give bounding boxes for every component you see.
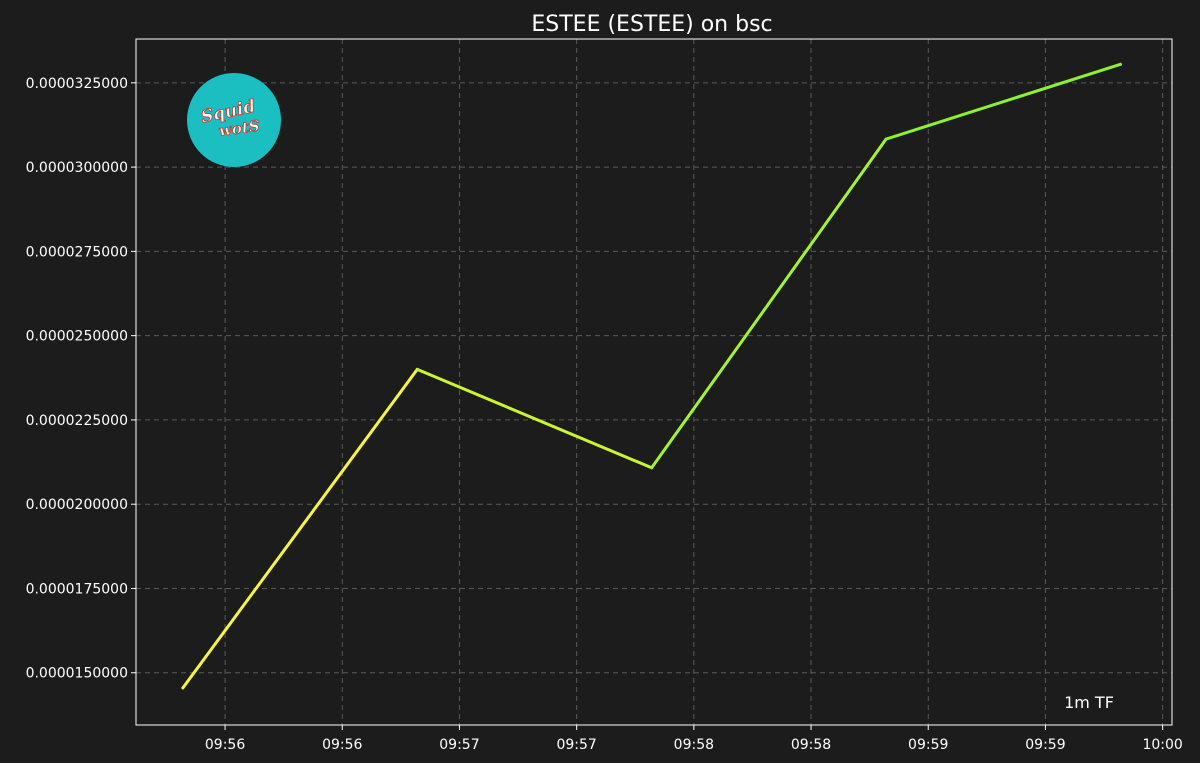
grid-layer — [136, 39, 1172, 725]
y-tick-label: 0.0000325000 — [26, 76, 128, 92]
y-tick-label: 0.0000150000 — [26, 666, 128, 682]
timeframe-label: 1m TF — [1064, 693, 1114, 712]
plot-frame — [135, 38, 1173, 726]
chart-title: ESTEE (ESTEE) on bsc — [531, 12, 772, 37]
x-tick-label: 09:59 — [1025, 737, 1065, 753]
data-point — [415, 367, 419, 371]
x-tick-label: 09:56 — [205, 737, 245, 753]
x-tick-label: 09:58 — [674, 737, 714, 753]
x-tick-label: 09:58 — [791, 737, 831, 753]
y-tick-label: 0.0000300000 — [26, 160, 128, 176]
x-tick-label: 09:57 — [439, 737, 479, 753]
line-segment — [181, 367, 419, 690]
data-point — [650, 466, 654, 470]
logo-circle — [187, 73, 281, 167]
squid-logo: Squid wotS — [187, 73, 281, 167]
y-tick-label: 0.0000250000 — [26, 329, 128, 345]
x-tick-label: 09:59 — [908, 737, 948, 753]
series-line — [181, 62, 1122, 690]
y-tick-label: 0.0000225000 — [26, 413, 128, 429]
data-point — [1119, 62, 1122, 66]
line-segment — [650, 137, 888, 470]
x-tick-label: 09:57 — [556, 737, 596, 753]
line-segment — [415, 367, 654, 470]
axes: 0.0000150000 0.0000175000 0.0000200000 0.00… — [26, 38, 1183, 753]
x-tick-label: 09:56 — [322, 737, 362, 753]
data-point — [181, 686, 185, 690]
data-point — [884, 137, 888, 141]
y-tick-label: 0.0000275000 — [26, 244, 128, 260]
y-tick-label: 0.0000200000 — [26, 497, 128, 513]
x-tick-label: 10:00 — [1142, 737, 1182, 753]
y-tick-label: 0.0000175000 — [26, 581, 128, 597]
line-segment — [884, 62, 1122, 141]
